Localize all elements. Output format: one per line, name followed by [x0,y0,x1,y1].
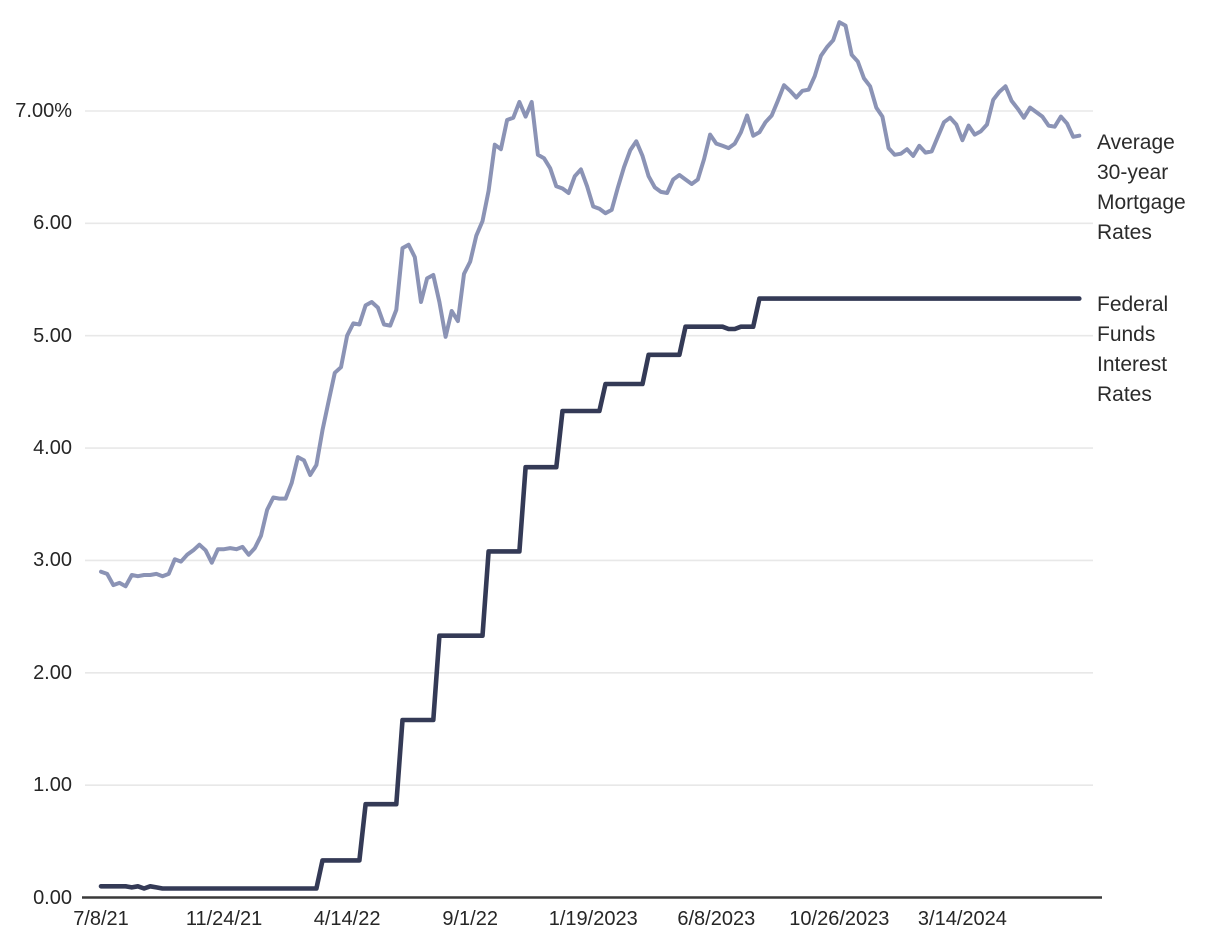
y-tick-label: 2.00 [33,661,72,684]
series-label-mortgage-rates: Average 30-year Mortgage Rates [1097,131,1186,244]
x-tick-label: 6/8/2023 [677,908,756,930]
y-tick-label: 5.00 [33,324,72,347]
y-tick-label: 6.00 [33,212,72,235]
x-tick-label: 7/8/21 [73,908,129,930]
x-tick-label: 4/14/22 [313,908,381,930]
y-tick-label: 7.00% [15,100,72,122]
x-tick-label: 9/1/22 [442,908,498,930]
y-tick-label: 1.00 [33,774,72,797]
x-tick-label: 1/19/2023 [548,908,638,930]
x-tick-label: 11/24/21 [185,908,263,930]
y-tick-label: 3.00 [33,549,72,572]
y-tick-label: 0.00 [33,886,72,909]
x-tick-label: 3/14/2024 [917,908,1007,930]
y-tick-label: 4.00 [33,437,72,460]
federal-funds-line [98,296,1082,891]
series-label-federal-funds: Federal Funds Interest Rates [1097,293,1169,406]
x-tick-label: 10/26/2023 [789,908,890,930]
mortgage-rates-line [99,20,1082,589]
